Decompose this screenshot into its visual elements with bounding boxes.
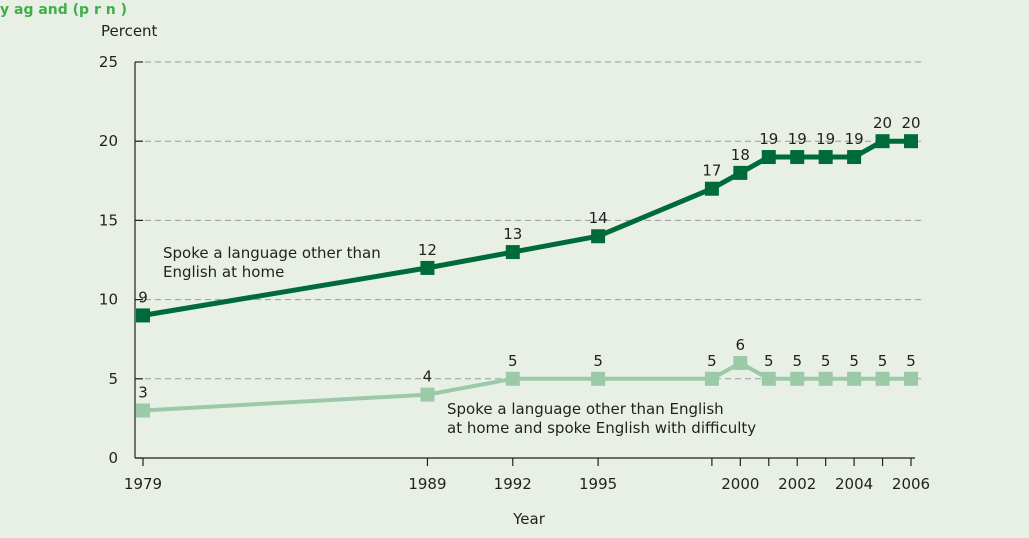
series-line-1 xyxy=(142,138,911,318)
data-point xyxy=(818,371,833,386)
data-point xyxy=(818,150,833,165)
data-label: 14 xyxy=(589,209,608,227)
series-label-2: at home and spoke English with difficult… xyxy=(447,419,756,437)
data-label: 6 xyxy=(736,336,746,354)
data-label: 5 xyxy=(508,352,518,370)
data-point xyxy=(591,371,606,386)
x-tick-label: 2006 xyxy=(892,475,930,493)
series-layer xyxy=(136,134,918,418)
y-tick-label: 25 xyxy=(99,53,118,71)
data-point xyxy=(847,150,862,165)
data-label: 5 xyxy=(707,352,717,370)
x-tick-label: 1979 xyxy=(124,475,162,493)
data-point xyxy=(847,371,862,386)
data-label: 19 xyxy=(759,130,778,148)
data-label: 3 xyxy=(138,383,148,401)
x-tick-label: 1995 xyxy=(579,475,617,493)
data-label: 5 xyxy=(764,352,774,370)
series-label-1: English at home xyxy=(163,263,284,281)
data-point xyxy=(505,245,520,260)
y-tick-label: 0 xyxy=(108,449,118,467)
y-tick-label: 5 xyxy=(108,370,118,388)
x-tick-label: 1989 xyxy=(408,475,446,493)
data-label: 5 xyxy=(821,352,831,370)
data-label: 9 xyxy=(138,288,148,306)
data-label: 12 xyxy=(418,241,437,259)
x-tick-label: 1992 xyxy=(494,475,532,493)
data-label: 17 xyxy=(702,162,721,180)
data-point xyxy=(733,165,748,180)
data-point xyxy=(704,181,719,196)
x-tick-label: 2002 xyxy=(778,475,816,493)
data-label: 5 xyxy=(878,352,888,370)
data-label: 19 xyxy=(816,130,835,148)
data-label: 20 xyxy=(873,114,892,132)
y-tick-label: 20 xyxy=(99,132,118,150)
data-label: 5 xyxy=(849,352,859,370)
data-label: 4 xyxy=(423,368,433,386)
data-label: 13 xyxy=(503,225,522,243)
data-label: 18 xyxy=(731,146,750,164)
data-point xyxy=(136,403,150,418)
data-label: 5 xyxy=(593,352,603,370)
data-label: 20 xyxy=(901,114,920,132)
data-label: 5 xyxy=(906,352,916,370)
data-point xyxy=(761,371,776,386)
data-point xyxy=(505,371,520,386)
y-tick-label: 15 xyxy=(99,211,118,229)
data-point xyxy=(761,150,776,165)
data-point xyxy=(420,387,435,402)
data-label: 5 xyxy=(792,352,802,370)
data-point xyxy=(591,229,606,244)
data-label: 19 xyxy=(788,130,807,148)
x-tick-label: 2004 xyxy=(835,475,873,493)
data-point xyxy=(875,134,890,149)
chart-caption: y ag and (p r n ) xyxy=(0,2,127,18)
x-axis-title: Year xyxy=(512,510,546,528)
y-axis-title: Percent xyxy=(101,22,158,40)
data-point xyxy=(733,355,748,370)
data-point xyxy=(904,371,918,386)
data-point xyxy=(704,371,719,386)
data-point xyxy=(904,134,918,149)
data-point xyxy=(875,371,890,386)
series-label-2: Spoke a language other than English xyxy=(447,400,724,418)
data-point xyxy=(136,308,150,323)
series-label-1: Spoke a language other than xyxy=(163,244,381,262)
x-tick-label: 2000 xyxy=(721,475,759,493)
data-label: 19 xyxy=(845,130,864,148)
data-point xyxy=(790,371,805,386)
y-tick-label: 10 xyxy=(99,291,118,309)
data-point xyxy=(420,260,435,275)
data-point xyxy=(790,150,805,165)
grid-lines xyxy=(135,61,925,380)
